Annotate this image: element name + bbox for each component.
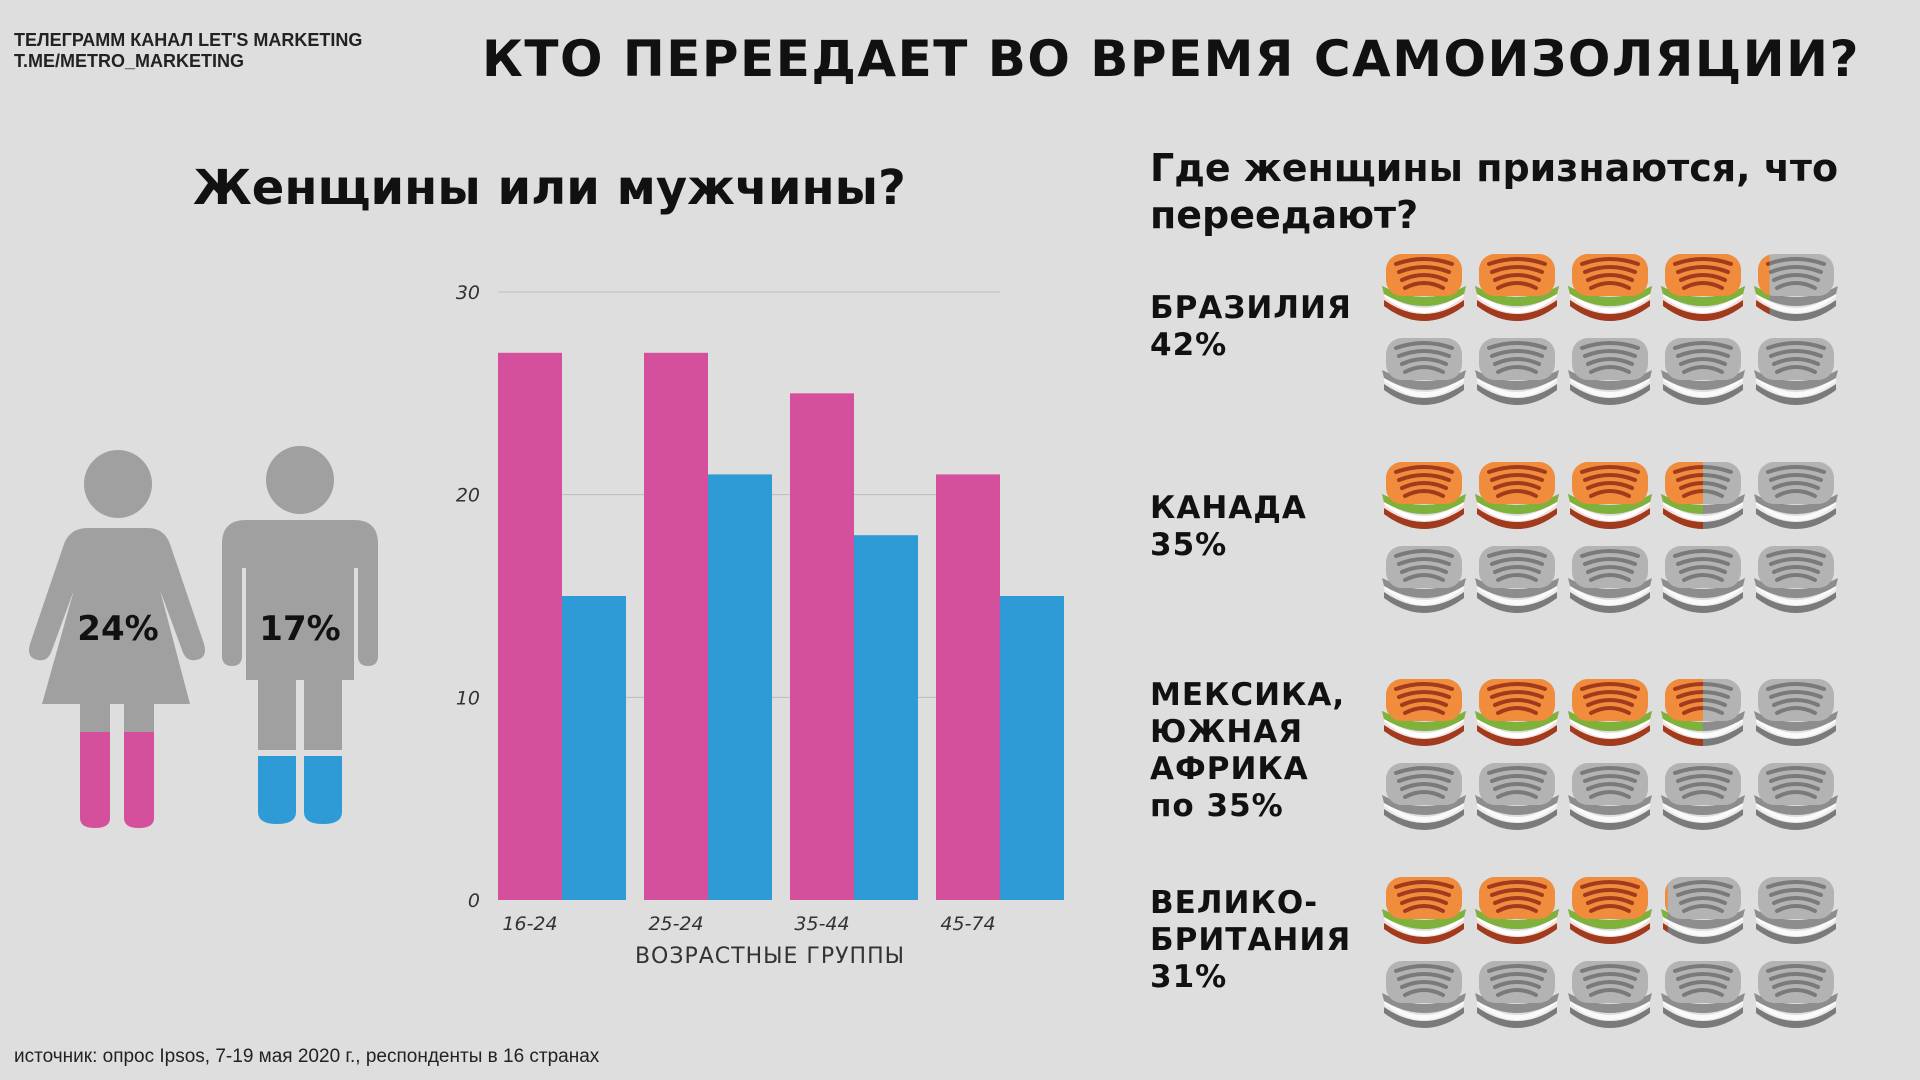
bar-male	[854, 535, 918, 900]
sandwich-icon	[1754, 254, 1838, 321]
y-tick-label: 20	[456, 485, 480, 507]
sandwich-icon	[1475, 679, 1559, 746]
sandwich-icon	[1382, 877, 1466, 944]
woman-legs-fill	[124, 732, 154, 828]
sandwich-icon	[1661, 254, 1745, 321]
country-percent: 35%	[1150, 527, 1228, 563]
sandwich-icon	[1568, 462, 1652, 529]
gender-section-title: Женщины или мужчины?	[193, 160, 906, 216]
sandwich-icon	[1661, 961, 1745, 1028]
bar-male	[562, 596, 626, 900]
sandwich-icon	[1754, 961, 1838, 1028]
x-tick-label: 16-24	[502, 913, 557, 935]
sandwich-icon	[1382, 763, 1466, 830]
x-axis-label: ВОЗРАСТНЫЕ ГРУППЫ	[635, 944, 905, 969]
sandwich-icon	[1382, 338, 1466, 405]
age-bar-chart: 0 10 20 30 16-24 25-24 35-44 45-74 ВОЗРАСТНЫЕ ГР…	[456, 282, 1064, 969]
country-label: ВЕЛИКО- БРИТАНИЯ 31%	[1150, 885, 1351, 996]
page-title: КТО ПЕРЕЕДАЕТ ВО ВРЕМЯ САМОИЗОЛЯЦИИ?	[482, 30, 1860, 88]
sandwich-icon	[1754, 679, 1838, 746]
country-name-line: МЕКСИКА,	[1150, 677, 1346, 713]
country-name-line: КАНАДА	[1150, 490, 1307, 526]
country-name-line: БРАЗИЛИЯ	[1150, 290, 1352, 326]
sandwich-icon	[1661, 763, 1745, 830]
sandwich-grid	[1382, 679, 1838, 830]
sandwich-icon	[1382, 254, 1466, 321]
sandwich-grid	[1382, 462, 1838, 613]
x-tick-label: 35-44	[794, 913, 849, 935]
man-figure: 17%	[222, 446, 378, 824]
bar-female	[790, 393, 854, 900]
country-name-line: ВЕЛИКО-	[1150, 885, 1319, 921]
country-section-title: Где женщины признаются, что переедают?	[1150, 146, 1839, 237]
sandwich-icon	[1475, 546, 1559, 613]
sandwich-icon	[1475, 763, 1559, 830]
bar-male	[1000, 596, 1064, 900]
channel-brand: ТЕЛЕГРАММ КАНАЛ LET'S MARKETING T.ME/MET…	[14, 30, 362, 72]
man-legs-fill	[304, 756, 342, 824]
sandwich-icon	[1568, 877, 1652, 944]
woman-percent: 24%	[77, 609, 158, 649]
bar-female	[936, 474, 1000, 900]
brand-line-1: ТЕЛЕГРАММ КАНАЛ LET'S MARKETING	[14, 30, 363, 50]
country-name-line: БРИТАНИЯ	[1150, 922, 1352, 958]
country-percent: 31%	[1150, 959, 1228, 995]
country-percent: 42%	[1150, 327, 1228, 363]
sandwich-icon	[1661, 546, 1745, 613]
y-tick-label: 30	[456, 282, 480, 304]
sandwich-icon	[1568, 961, 1652, 1028]
gender-figures: 24% 17%	[29, 446, 378, 828]
sandwich-icon	[1475, 961, 1559, 1028]
y-tick-label: 0	[468, 890, 480, 912]
man-percent: 17%	[259, 609, 340, 649]
sandwich-icon	[1661, 462, 1745, 529]
sandwich-icon	[1661, 679, 1745, 746]
sandwich-icon	[1568, 338, 1652, 405]
sandwich-icon	[1568, 679, 1652, 746]
country-label: КАНАДА 35%	[1150, 490, 1307, 564]
sandwich-icon	[1754, 877, 1838, 944]
sandwich-icon	[1568, 763, 1652, 830]
sandwich-icon	[1661, 338, 1745, 405]
sandwich-icon	[1475, 462, 1559, 529]
sandwich-icon	[1382, 462, 1466, 529]
sandwich-icon	[1754, 763, 1838, 830]
sandwich-icon	[1382, 961, 1466, 1028]
source-note: источник: опрос Ipsos, 7-19 мая 2020 г.,…	[14, 1046, 600, 1067]
x-tick-label: 45-74	[940, 913, 995, 935]
x-tick-label: 25-24	[648, 913, 703, 935]
country-label: МЕКСИКА, ЮЖНАЯ АФРИКА по 35%	[1150, 677, 1345, 825]
sandwich-icon	[1568, 546, 1652, 613]
sandwich-grid	[1382, 254, 1838, 405]
sandwich-icon	[1382, 546, 1466, 613]
y-tick-label: 10	[456, 687, 480, 709]
bar-male	[708, 474, 772, 900]
sandwich-icon	[1754, 546, 1838, 613]
sandwich-icon	[1568, 254, 1652, 321]
woman-figure: 24%	[29, 450, 205, 828]
man-legs-fill	[258, 756, 296, 824]
sandwich-icon	[1661, 877, 1745, 944]
country-name-line: ЮЖНАЯ	[1150, 714, 1304, 750]
country-name-line: АФРИКА	[1150, 751, 1309, 787]
sandwich-icon	[1382, 679, 1466, 746]
country-percent: по 35%	[1150, 788, 1284, 824]
sandwich-icon	[1475, 338, 1559, 405]
sandwich-icon	[1475, 254, 1559, 321]
brand-line-2: T.ME/METRO_MARKETING	[14, 51, 245, 71]
sandwich-icon	[1754, 462, 1838, 529]
sandwich-icon	[1475, 877, 1559, 944]
sandwich-icon	[1754, 338, 1838, 405]
bar-female	[498, 352, 562, 900]
sandwich-grid	[1382, 877, 1838, 1028]
country-label: БРАЗИЛИЯ 42%	[1150, 290, 1352, 364]
woman-legs-fill	[80, 732, 110, 828]
bar-female	[644, 352, 708, 900]
